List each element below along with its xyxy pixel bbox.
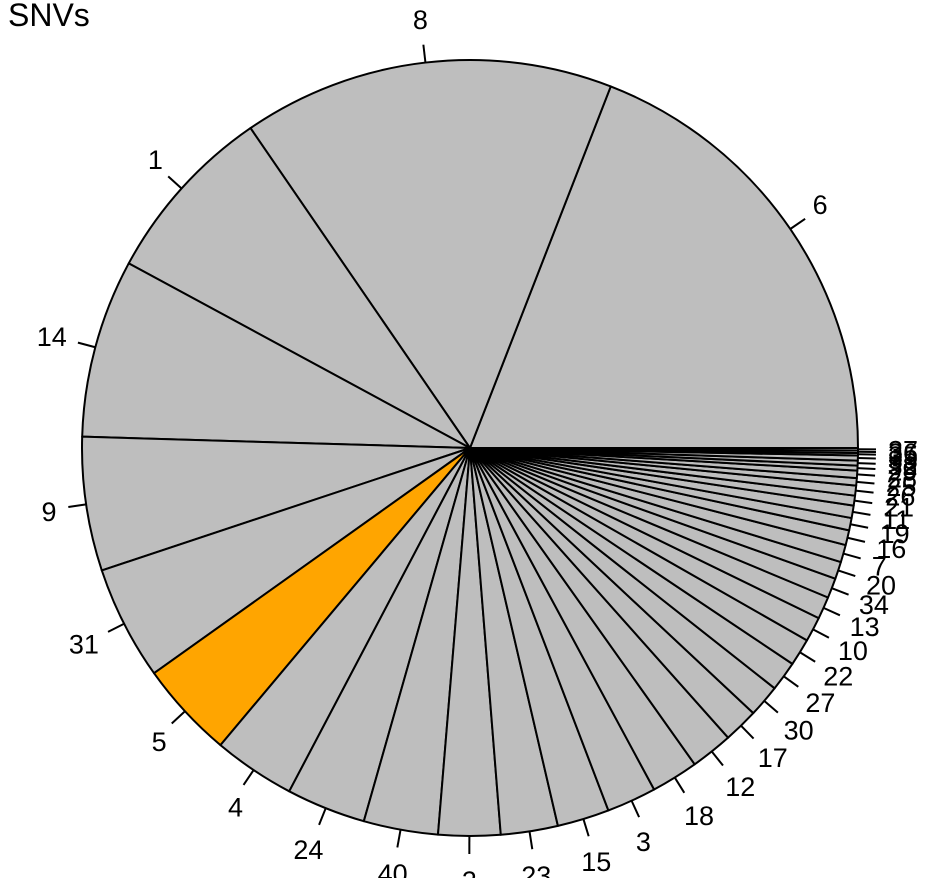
label-tick-19 <box>850 523 869 529</box>
slice-label-30: 30 <box>784 716 814 746</box>
label-tick-1 <box>167 175 183 190</box>
slice-label-21: 21 <box>884 493 914 523</box>
label-tick-6 <box>789 218 806 230</box>
pie-slice-8 <box>249 59 612 449</box>
slice-label-31: 31 <box>69 630 99 660</box>
label-tick-10 <box>812 628 830 639</box>
slice-label-5: 5 <box>152 727 167 757</box>
slice-label-17: 17 <box>758 743 788 773</box>
slice-label-37: 37 <box>888 435 918 465</box>
slice-label-27: 27 <box>805 688 835 718</box>
label-tick-13 <box>823 606 841 617</box>
slice-label-4: 4 <box>228 793 243 823</box>
slice-label-34: 34 <box>859 590 889 620</box>
slice-label-22: 22 <box>823 661 853 691</box>
slice-label-1: 1 <box>148 145 163 175</box>
label-tick-15 <box>582 818 590 837</box>
slice-label-7: 7 <box>872 552 887 582</box>
chart-title: SNVs <box>8 0 90 33</box>
label-tick-30 <box>763 700 779 714</box>
label-tick-22 <box>799 651 816 663</box>
label-tick-29 <box>857 467 876 471</box>
slice-label-10: 10 <box>838 636 868 666</box>
pie-slice-6 <box>469 85 859 449</box>
slice-label-19: 19 <box>880 519 910 549</box>
pie-slice-14 <box>81 262 471 449</box>
slice-label-11: 11 <box>882 505 910 535</box>
label-tick-14 <box>77 341 96 349</box>
label-tick-28 <box>857 473 876 477</box>
slice-label-35: 35 <box>888 441 918 471</box>
slice-label-36: 36 <box>888 438 918 468</box>
label-tick-3 <box>630 800 640 818</box>
label-tick-31 <box>107 622 125 633</box>
slice-label-20: 20 <box>866 570 896 600</box>
label-tick-34 <box>831 587 849 596</box>
pie-slices <box>81 59 859 837</box>
label-tick-27 <box>783 675 799 688</box>
label-tick-32 <box>857 462 876 465</box>
label-tick-26 <box>855 489 874 494</box>
slice-labels: 6 8 1 14 9 31 5 4 24 40 2 23 15 3 18 121730272210133420… <box>37 5 918 878</box>
pie-slice-37 <box>469 447 859 452</box>
label-tick-4 <box>242 769 255 786</box>
slice-label-15: 15 <box>581 847 611 877</box>
slice-label-16: 16 <box>876 534 906 564</box>
slice-label-25: 25 <box>886 472 916 502</box>
slice-label-2: 2 <box>462 866 477 878</box>
label-tick-24 <box>318 807 327 826</box>
label-tick-40 <box>396 829 402 848</box>
label-tick-18 <box>673 777 686 794</box>
slice-label-23: 23 <box>521 861 551 878</box>
label-tick-5 <box>171 710 186 725</box>
slice-label-14: 14 <box>37 322 67 352</box>
slice-label-9: 9 <box>42 497 57 527</box>
slice-label-8: 8 <box>413 5 428 35</box>
pie-slice-9 <box>81 435 471 572</box>
label-tick-20 <box>837 569 856 578</box>
label-tick-17 <box>740 724 755 740</box>
slice-label-33: 33 <box>888 445 918 475</box>
slice-label-26: 26 <box>885 482 915 512</box>
label-tick-8 <box>422 44 427 63</box>
label-tick-9 <box>68 503 87 509</box>
label-tick-12 <box>710 750 724 767</box>
slice-label-32: 32 <box>888 451 918 481</box>
slice-label-40: 40 <box>378 859 408 878</box>
label-tick-7 <box>843 552 861 560</box>
label-ticks <box>68 44 877 855</box>
label-tick-23 <box>528 831 534 850</box>
slice-label-13: 13 <box>850 612 880 642</box>
slice-label-24: 24 <box>293 835 323 865</box>
slice-label-28: 28 <box>887 463 917 493</box>
slice-label-3: 3 <box>636 827 651 857</box>
label-tick-25 <box>856 480 875 485</box>
label-tick-16 <box>847 536 866 543</box>
slice-label-6: 6 <box>813 190 828 220</box>
slice-label-12: 12 <box>725 772 755 802</box>
label-tick-21 <box>854 499 873 505</box>
slice-label-18: 18 <box>684 801 714 831</box>
slice-label-29: 29 <box>887 456 917 486</box>
label-tick-11 <box>852 510 871 516</box>
